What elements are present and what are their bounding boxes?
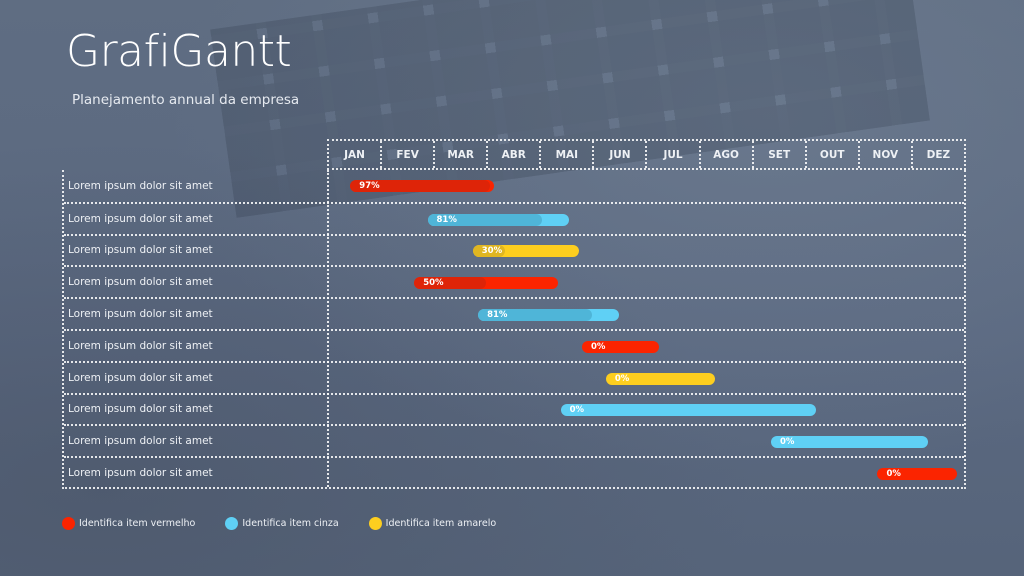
legend-label: Identifica item vermelho — [79, 518, 196, 529]
task-progress-label: 50% — [423, 278, 444, 289]
task-label: Lorem ipsum dolor sit amet — [68, 435, 213, 448]
legend: Identifica item vermelho Identifica item … — [62, 517, 526, 530]
task-progress-fill — [427, 213, 542, 226]
task-label: Lorem ipsum dolor sit amet — [68, 339, 213, 352]
task-progress-fill — [478, 309, 593, 322]
month-header-jun: JUN — [594, 141, 648, 168]
task-progress-fill — [472, 245, 505, 258]
task-progress-label: 81% — [436, 214, 457, 225]
month-header-set: SET — [754, 141, 807, 168]
month-header-ago: AGO — [701, 141, 754, 168]
month-header-row: JAN FEV MAR ABR MAI JUN JUL AGO SET OUT NOV DEZ — [327, 139, 966, 170]
legend-item-yellow: Identifica item amarelo — [368, 517, 497, 530]
task-label: Lorem ipsum dolor sit amet — [68, 403, 213, 416]
legend-label: Identifica item amarelo — [385, 518, 497, 529]
task-row: Lorem ipsum dolor sit amet 0% — [64, 392, 964, 425]
month-header-abr: ABR — [488, 141, 542, 168]
task-bar-blue[interactable]: 81% — [427, 213, 569, 226]
task-progress-label: 0% — [569, 405, 585, 416]
legend-dot-yellow-icon — [368, 517, 382, 530]
gantt-chart: JAN FEV MAR ABR MAI JUN JUL AGO SET OUT NOV DEZ Lor… — [62, 139, 966, 489]
task-row: Lorem ipsum dolor sit amet 0% — [64, 360, 964, 393]
month-header-nov: NOV — [860, 141, 913, 168]
task-row: Lorem ipsum dolor sit amet 0% — [64, 456, 964, 488]
task-progress-label: 0% — [779, 437, 795, 448]
task-label: Lorem ipsum dolor sit amet — [68, 308, 213, 321]
task-bar-yellow[interactable]: 0% — [605, 372, 716, 385]
task-row: Lorem ipsum dolor sit amet 81% — [64, 201, 964, 234]
task-progress-label: 30% — [481, 246, 503, 257]
legend-dot-blue-icon — [225, 517, 239, 530]
month-header-mar: MAR — [435, 141, 489, 168]
task-row: Lorem ipsum dolor sit amet 0% — [64, 424, 964, 456]
month-header-dez: DEZ — [926, 148, 951, 161]
legend-label: Identifica item cinza — [242, 518, 339, 529]
task-progress-label: 0% — [886, 469, 901, 480]
task-bar-red[interactable]: 0% — [581, 340, 660, 353]
task-row: Lorem ipsum dolor sit amet 81% — [64, 297, 964, 329]
task-bar-red[interactable]: 0% — [877, 468, 958, 481]
month-header-fev: FEV — [382, 141, 436, 168]
task-label: Lorem ipsum dolor sit amet — [68, 276, 213, 289]
month-header-out: OUT — [807, 141, 860, 168]
legend-dot-red-icon — [62, 517, 75, 530]
task-row: Lorem ipsum dolor sit amet 50% — [64, 265, 964, 297]
gantt-body: Lorem ipsum dolor sit amet 97% Lorem ipsum… — [62, 170, 966, 489]
task-progress-label: 0% — [590, 341, 606, 352]
month-header-jul: JUL — [647, 141, 701, 168]
month-header-jan: JAN — [329, 141, 383, 168]
task-row: Lorem ipsum dolor sit amet 0% — [64, 329, 964, 361]
task-label: Lorem ipsum dolor sit amet — [68, 179, 213, 192]
task-progress-fill — [414, 277, 487, 290]
label-column-divider — [327, 170, 329, 487]
task-label: Lorem ipsum dolor sit amet — [68, 244, 213, 257]
task-bar-red[interactable]: 97% — [350, 179, 495, 192]
task-bar-red[interactable]: 50% — [414, 277, 558, 290]
page-title: GrafiGantt — [66, 26, 292, 77]
task-bar-yellow[interactable]: 30% — [472, 245, 580, 258]
task-row: Lorem ipsum dolor sit amet 97% — [64, 170, 964, 202]
task-row: Lorem ipsum dolor sit amet 30% — [64, 233, 964, 266]
task-progress-label: 0% — [614, 373, 630, 384]
task-progress-fill — [350, 179, 490, 192]
task-bar-blue[interactable]: 0% — [770, 436, 929, 449]
task-progress-label: 97% — [359, 180, 380, 191]
task-label: Lorem ipsum dolor sit amet — [68, 371, 213, 384]
task-label: Lorem ipsum dolor sit amet — [68, 467, 213, 480]
task-bar-blue[interactable]: 81% — [478, 309, 620, 322]
task-progress-label: 81% — [487, 310, 508, 321]
legend-item-red: Identifica item vermelho — [62, 517, 195, 530]
task-label: Lorem ipsum dolor sit amet — [68, 212, 213, 225]
task-bar-blue[interactable]: 0% — [560, 404, 817, 417]
page-subtitle: Planejamento annual da empresa — [72, 92, 300, 108]
month-header-mai: MAI — [541, 141, 595, 168]
legend-item-blue: Identifica item cinza — [225, 517, 339, 530]
